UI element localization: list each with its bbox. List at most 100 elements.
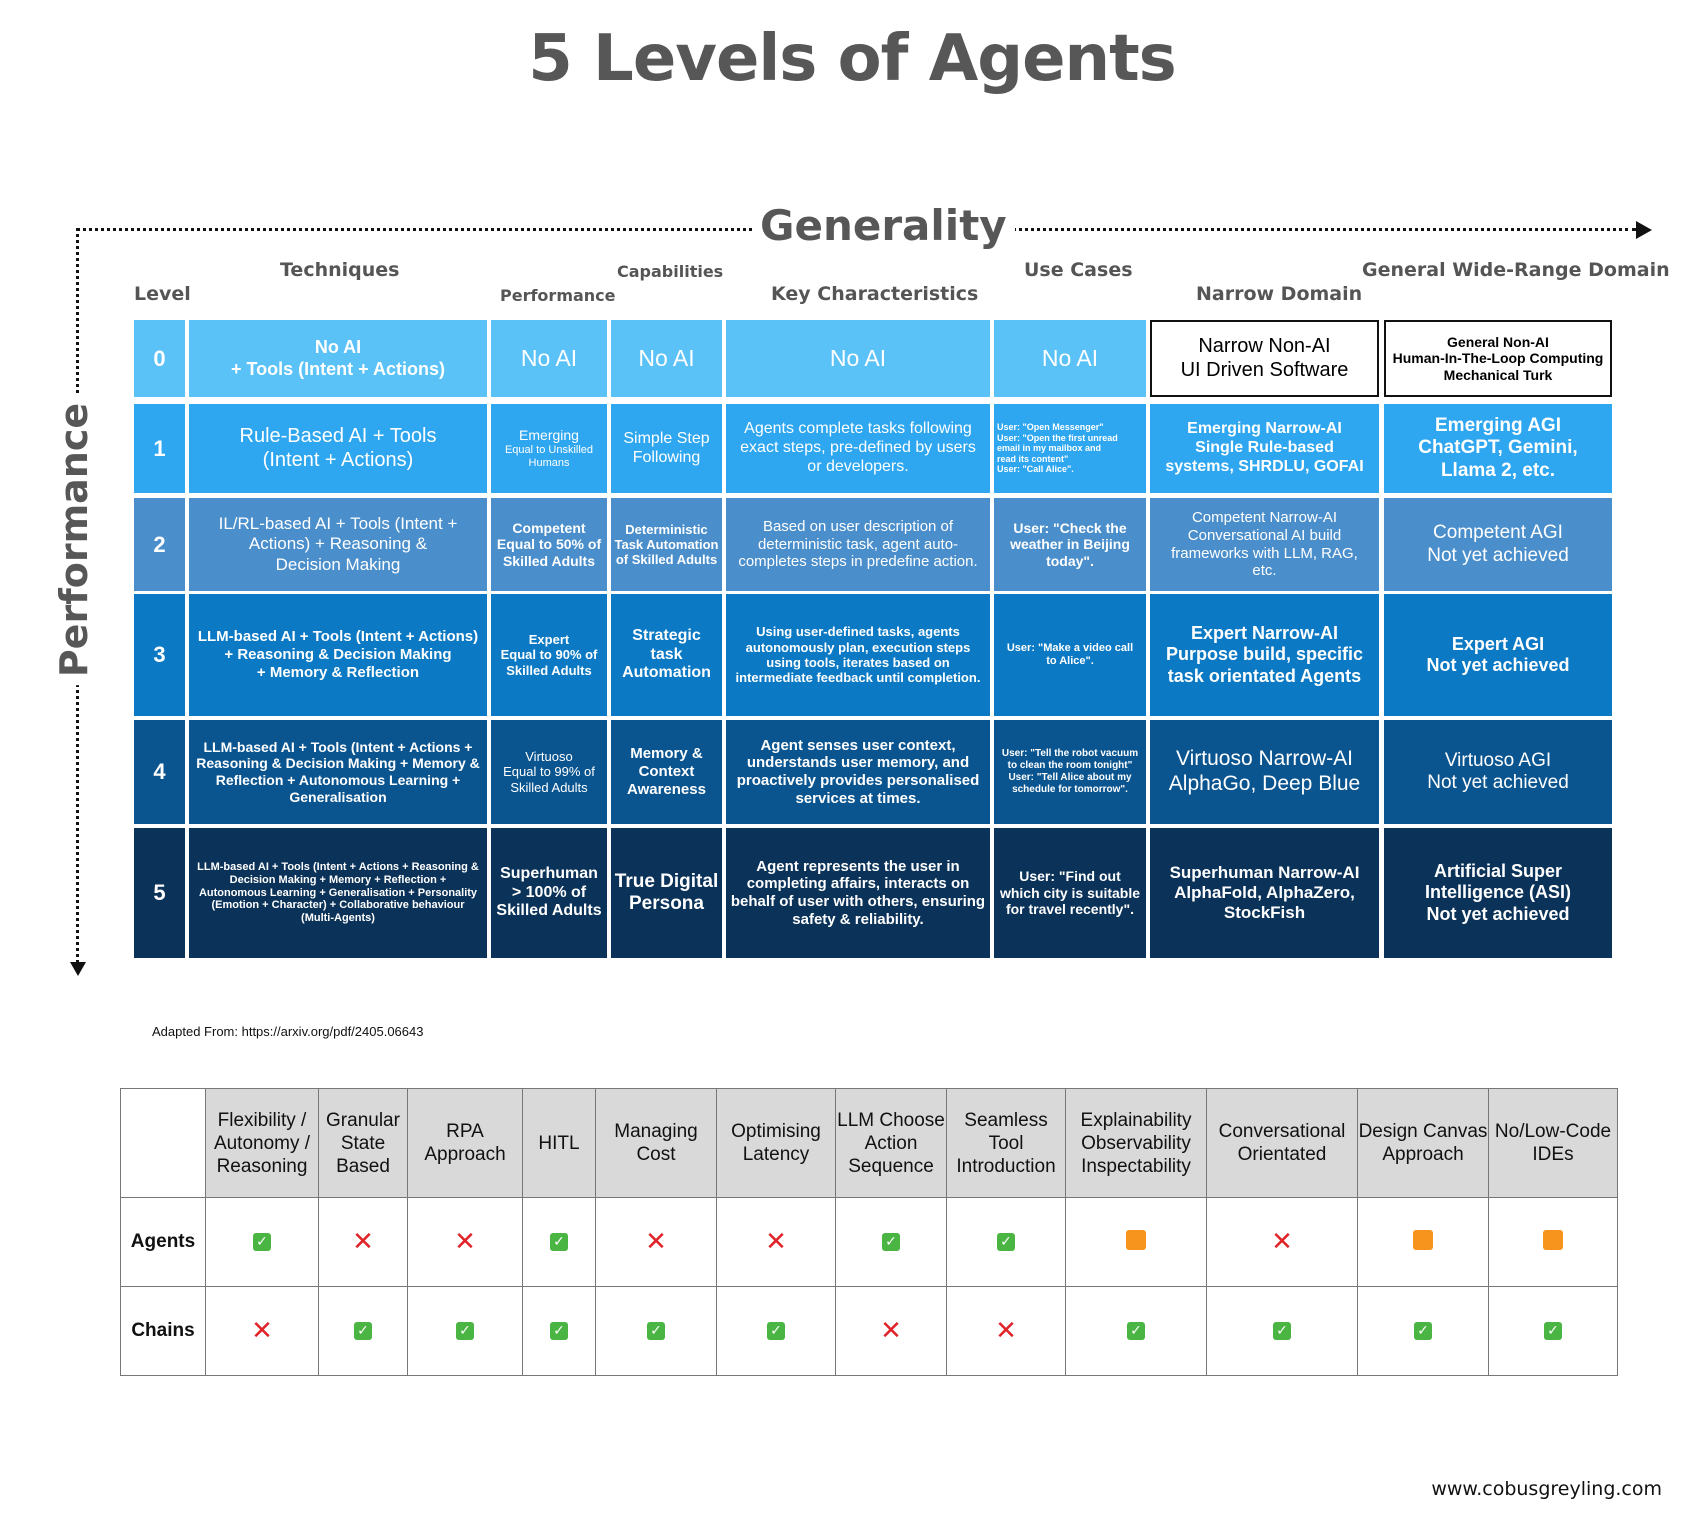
- cell-line: Skilled Adults: [510, 779, 588, 795]
- level-4-use-case-cell: User: "Tell the robot vacuum to clean the…: [994, 720, 1146, 824]
- cell-line: task: [650, 645, 683, 663]
- cell-line: Conversational AI build: [1187, 526, 1342, 544]
- level-1-narrow-domain-cell: Emerging Narrow-AI Single Rule-based syste…: [1150, 404, 1379, 493]
- cell-line: Equal to 50% of: [496, 536, 602, 553]
- cell-line: Agent senses user context,: [760, 736, 956, 754]
- cell-line: User: "Tell the robot vacuum: [1001, 748, 1139, 760]
- level-4-characteristics-cell: Agent senses user context, understands us…: [726, 720, 990, 824]
- cross-icon: ✕: [251, 1316, 273, 1346]
- level-4-performance-cell: Virtuoso Equal to 99% of Skilled Adults: [491, 720, 607, 824]
- cell-line: 0: [153, 345, 166, 371]
- cell-line: Agent represents the user in: [756, 857, 960, 875]
- cell-line: Task Automation: [614, 536, 719, 552]
- cell-line: safety & reliability.: [792, 910, 924, 928]
- comparison-cell: ✕: [318, 1197, 408, 1287]
- level-0-general-domain-cell: General Non-AI Human-In-The-Loop Computin…: [1384, 320, 1612, 397]
- cell-line: Agents complete tasks following: [744, 420, 972, 438]
- cell-line: Context: [638, 763, 695, 781]
- cell-line: Generalisation: [289, 788, 387, 805]
- level-0-characteristics-cell: No AI: [726, 320, 990, 397]
- check-icon: ✓: [1544, 1322, 1562, 1340]
- cell-line: today".: [1046, 552, 1094, 569]
- cross-icon: ✕: [765, 1227, 787, 1257]
- cell-line: systems, SHRDLU, GOFAI: [1165, 457, 1364, 475]
- cell-line: Superhuman: [500, 864, 598, 882]
- level-0-performance-cell: No AI: [491, 320, 607, 397]
- level-0-use-case-cell: No AI: [994, 320, 1146, 397]
- cross-icon: ✕: [995, 1316, 1017, 1346]
- cell-line: Expert AGI: [1451, 633, 1545, 654]
- header-capabilities: Capabilities: [617, 262, 724, 281]
- cell-line: Superhuman Narrow-AI: [1169, 862, 1360, 882]
- cell-line: Awareness: [627, 780, 706, 798]
- cell-line: Equal to Unskilled: [504, 443, 594, 456]
- cell-line: schedule for tomorrow".: [1012, 783, 1128, 795]
- level-1-level-cell: 1: [134, 404, 185, 493]
- level-0-techniques-cell: No AI + Tools (Intent + Actions): [189, 320, 487, 397]
- cell-line: + Memory & Reflection: [256, 663, 420, 681]
- cell-line: User: "Call Alice".: [997, 464, 1074, 475]
- header-performance: Performance: [500, 286, 616, 305]
- check-icon: ✓: [1414, 1322, 1432, 1340]
- cell-line: Autonomous Learning + Generalisation + P…: [198, 886, 478, 899]
- cell-line: Not yet achieved: [1427, 544, 1569, 566]
- level-3-capabilities-cell: Strategic task Automation: [611, 594, 722, 716]
- level-4-level-cell: 4: [134, 720, 185, 824]
- cell-line: Emerging Narrow-AI: [1187, 420, 1342, 438]
- cell-line: Using user-defined tasks, agents: [756, 624, 960, 640]
- comparison-column-header: No/Low-Code IDEs: [1488, 1088, 1618, 1198]
- cell-line: which city is suitable: [999, 884, 1141, 901]
- cell-line: Humans: [528, 456, 570, 469]
- cell-line: No AI: [314, 337, 362, 358]
- cell-line: Not yet achieved: [1426, 655, 1570, 675]
- cell-line: 2: [153, 531, 166, 557]
- level-2-techniques-cell: IL/RL-based AI + Tools (Intent + Actions)…: [189, 498, 487, 591]
- comparison-cell: ✓: [716, 1286, 836, 1376]
- cell-line: Skilled Adults: [506, 662, 592, 678]
- comparison-column-header: Design Canvas Approach: [1357, 1088, 1489, 1198]
- cell-line: + Tools (Intent + Actions): [230, 358, 445, 379]
- level-3-performance-cell: Expert Equal to 90% of Skilled Adults: [491, 594, 607, 716]
- page-title: 5 Levels of Agents: [528, 22, 1177, 96]
- level-1-performance-cell: Emerging Equal to Unskilled Humans: [491, 404, 607, 493]
- corner-cell: [120, 1088, 206, 1198]
- comparison-cell: ✓: [522, 1197, 596, 1287]
- cell-line: Decision Making: [275, 554, 401, 574]
- cell-line: using tools, iterates based on: [766, 655, 950, 670]
- cell-line: Competent Narrow-AI: [1191, 509, 1338, 527]
- cell-line: User: "Open the first unread: [997, 432, 1118, 443]
- arrow-down-icon: [70, 962, 86, 976]
- cell-line: Mechanical Turk: [1443, 366, 1553, 383]
- comparison-cell: [1357, 1197, 1489, 1287]
- comparison-column-header: Managing Cost: [595, 1088, 717, 1198]
- level-5-general-domain-cell: Artificial Super Intelligence (ASI) Not ye…: [1384, 828, 1612, 958]
- cell-line: Equal to 90% of: [500, 647, 598, 663]
- level-5-techniques-cell: LLM-based AI + Tools (Intent + Actions +…: [189, 828, 487, 958]
- cell-line: Artificial Super: [1433, 861, 1563, 882]
- cell-line: etc.: [1252, 562, 1277, 580]
- level-2-level-cell: 2: [134, 498, 185, 591]
- header-general-domain: General Wide-Range Domain: [1362, 259, 1670, 281]
- cell-line: Not yet achieved: [1426, 903, 1570, 924]
- comparison-row-chains: Chains ✕ ✓ ✓ ✓ ✓ ✓ ✕ ✕ ✓ ✓ ✓ ✓: [120, 1286, 1618, 1376]
- cell-line: Human-In-The-Loop Computing: [1392, 350, 1604, 367]
- cell-line: Expert: [528, 632, 570, 647]
- level-3-characteristics-cell: Using user-defined tasks, agents autonomo…: [726, 594, 990, 716]
- cell-line: completes steps in predefine action.: [738, 553, 978, 571]
- level-1-techniques-cell: Rule-Based AI + Tools (Intent + Actions): [189, 404, 487, 493]
- cell-line: No AI: [1041, 344, 1099, 371]
- check-icon: ✓: [997, 1233, 1015, 1251]
- cell-line: Persona: [629, 893, 704, 914]
- cell-line: > 100% of: [511, 883, 587, 901]
- cross-icon: ✕: [352, 1227, 374, 1257]
- comparison-cell: ✓: [1488, 1286, 1618, 1376]
- check-icon: ✓: [1127, 1322, 1145, 1340]
- arrow-right-icon: [1636, 221, 1652, 239]
- check-icon: ✓: [354, 1322, 372, 1340]
- cell-line: User: "Check the: [1013, 519, 1127, 536]
- level-3-narrow-domain-cell: Expert Narrow-AI Purpose build, specific t…: [1150, 594, 1379, 716]
- cell-line: Reflection + Autonomous Learning +: [215, 772, 461, 788]
- cell-line: AlphaFold, AlphaZero,: [1174, 882, 1355, 902]
- partial-icon: [1413, 1229, 1433, 1250]
- cell-line: LLM-based AI + Tools (Intent + Actions): [197, 628, 479, 646]
